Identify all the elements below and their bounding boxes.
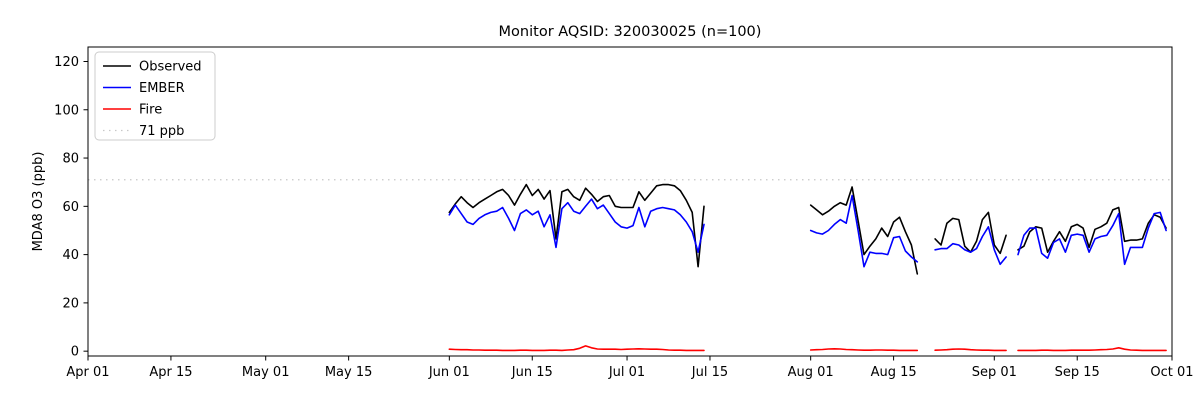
x-tick-label: Oct 01	[1150, 365, 1193, 380]
series-observed-segment-1	[448, 183, 705, 268]
y-tick-label: 20	[62, 296, 79, 311]
x-tick-label: Apr 15	[149, 365, 192, 380]
x-tick-label: Aug 15	[871, 365, 917, 380]
y-axis-label: MDA8 O3 (ppb)	[31, 152, 46, 252]
x-tick-label: Jul 15	[691, 365, 728, 380]
series-ember-segment-2	[809, 194, 919, 268]
x-tick-label: May 01	[242, 365, 290, 380]
legend-label-observed: Observed	[139, 60, 202, 75]
series-fire-segment-4	[1017, 346, 1167, 352]
legend-box	[94, 51, 216, 141]
series-observed-segment-4	[1017, 206, 1167, 253]
series-fire-segment-1	[448, 345, 705, 352]
series-observed-segment-2	[809, 186, 919, 275]
y-tick-label: 0	[71, 345, 79, 360]
x-tick-label: Jun 15	[511, 365, 553, 380]
y-tick-label: 60	[62, 200, 79, 215]
plot-frame	[87, 46, 1173, 357]
y-tick-label: 100	[54, 103, 79, 118]
series-ember-segment-1	[448, 198, 705, 253]
x-tick-label: Jul 01	[608, 365, 645, 380]
plot-title: Monitor AQSID: 320030025 (n=100)	[499, 24, 762, 40]
legend-label-ember: EMBER	[139, 81, 185, 96]
x-tick-label: Sep 15	[1055, 365, 1100, 380]
legend-label-71-ppb: 71 ppb	[139, 124, 184, 139]
y-tick-label: 120	[54, 55, 79, 70]
x-tick-label: May 15	[325, 365, 373, 380]
legend-label-fire: Fire	[139, 103, 162, 118]
series-fire-segment-3	[934, 348, 1007, 352]
series-fire-segment-2	[809, 347, 919, 352]
x-tick-label: Aug 01	[788, 365, 834, 380]
series-ember-segment-3	[934, 226, 1007, 266]
series-ember-segment-4	[1017, 211, 1167, 266]
x-tick-label: Sep 01	[972, 365, 1017, 380]
x-tick-label: Apr 01	[66, 365, 109, 380]
y-tick-label: 40	[62, 248, 79, 263]
y-tick-label: 80	[62, 152, 79, 167]
x-tick-label: Jun 01	[428, 365, 470, 380]
